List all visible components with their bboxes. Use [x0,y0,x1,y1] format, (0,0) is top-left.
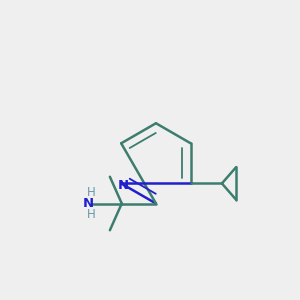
Text: N: N [118,179,129,192]
Text: H: H [87,208,96,221]
Text: H: H [87,186,96,199]
Text: N: N [83,197,94,210]
